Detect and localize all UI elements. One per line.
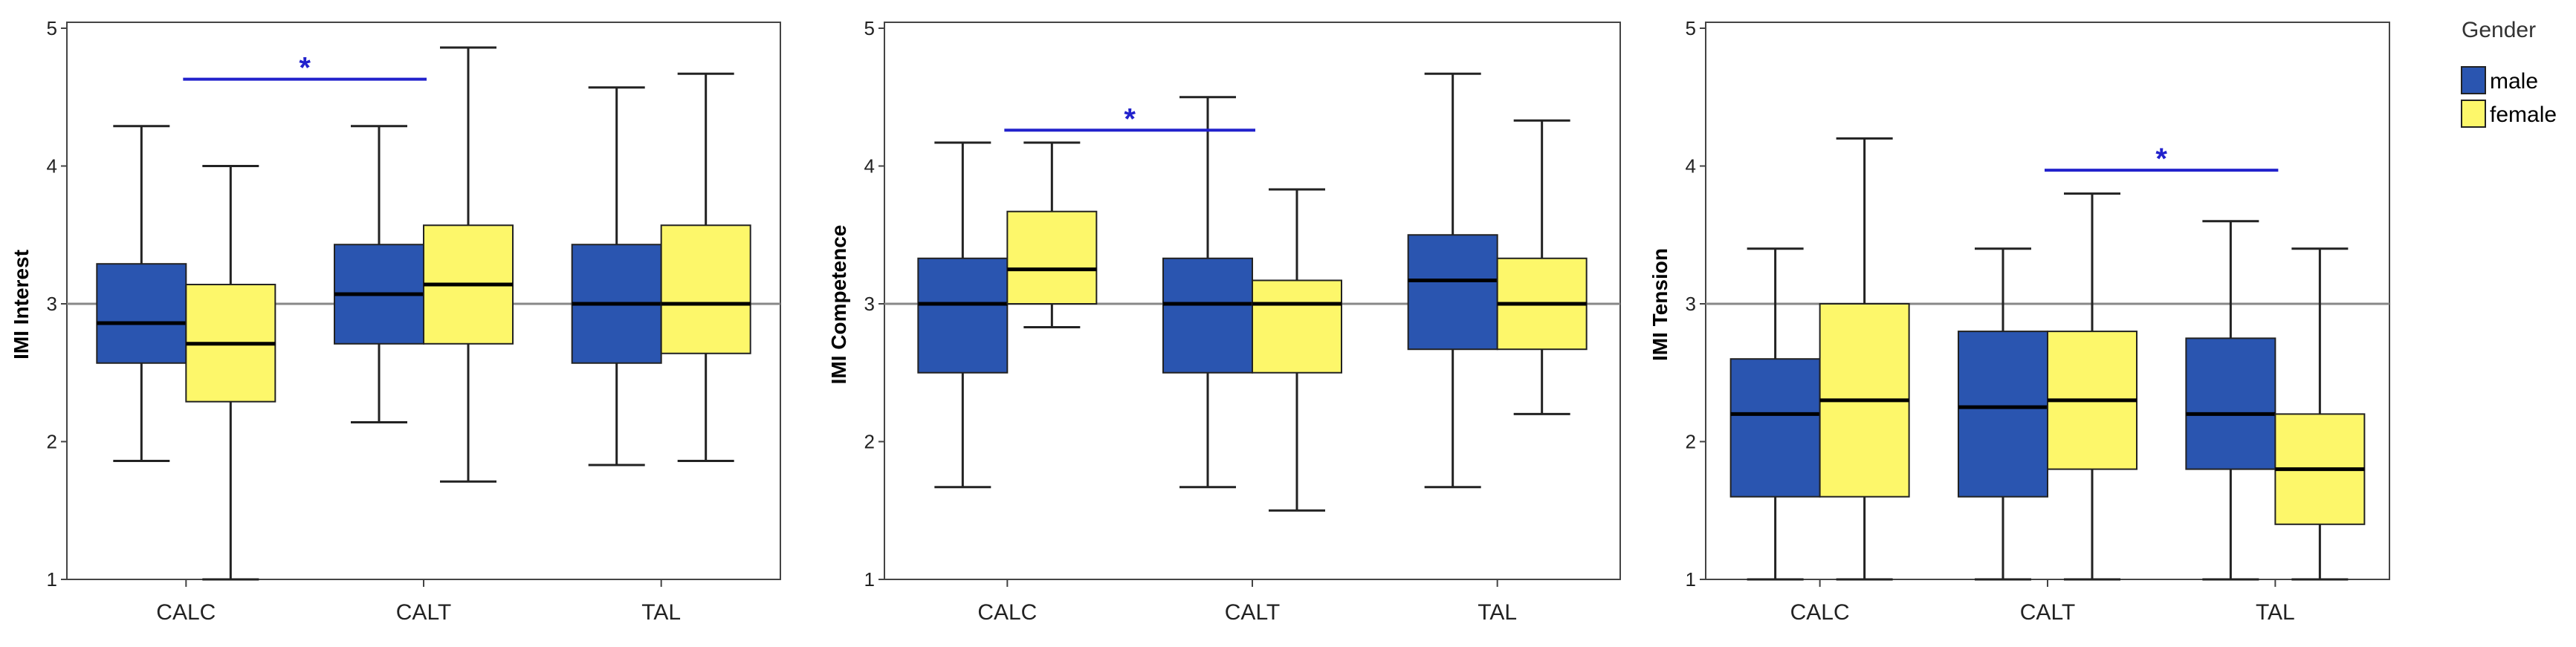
box-calc-male [96,125,187,462]
box-tal-female [660,72,751,462]
iqr-box [1729,358,1821,498]
iqr-box [1162,257,1253,374]
box-calt-male [1958,247,2048,581]
legend-swatch [2461,100,2486,128]
box-calc-male [1729,247,1821,581]
legend-item-male: male [2461,66,2538,94]
y-tick-label: 3 [1686,293,1696,315]
box-calt-female [1252,188,1342,512]
y-tick-label: 2 [47,431,57,453]
y-tick-label: 4 [47,155,57,178]
x-tick-label: CALT [396,600,451,625]
y-tick-label: 3 [864,293,875,315]
y-tick-label: 5 [47,17,57,39]
iqr-box [1407,234,1498,351]
iqr-box [1006,210,1098,305]
iqr-box [917,257,1009,374]
box-calc-female [1819,137,1910,581]
iqr-box [96,263,187,364]
iqr-box [2185,337,2276,470]
box-calt-male [334,125,424,424]
x-tick-label: CALC [156,600,216,625]
chart-panel-2: 1 2 3 4 5 IMI Competence CALC CALT TAL * [827,17,1621,625]
x-tick-label: CALC [1790,600,1850,625]
box-tal-male [1407,72,1498,489]
legend: Gender male female [2461,18,2557,128]
legend-item-female: female [2461,100,2557,128]
y-tick-label: 2 [864,431,875,453]
y-tick-label: 2 [1686,431,1696,453]
y-axis-label: IMI Competence [827,225,850,385]
box-calc-male [917,141,1009,489]
y-tick-label: 1 [1686,568,1696,591]
legend-label: female [2490,103,2557,127]
x-tick-label: CALT [1225,600,1280,625]
significance-marker: * [2155,143,2167,175]
significance-marker: * [299,52,311,85]
y-tick-label: 3 [47,293,57,315]
x-tick-label: TAL [1478,600,1517,625]
box-calc-female [185,165,276,581]
legend-swatch [2461,66,2486,94]
chart-panel-1: 1 2 3 4 5 IMI Interest CALC CALT TAL * [10,17,781,625]
y-tick-label: 1 [47,568,57,591]
chart-panel-3: 1 2 3 4 5 IMI Tension CALC CALT TAL * [1648,17,2390,625]
legend-title: Gender [2462,18,2536,42]
significance-marker: * [1124,103,1136,135]
y-tick-label: 1 [864,568,875,591]
legend-label: male [2490,69,2538,94]
y-tick-label: 5 [864,17,875,39]
box-calt-female [2047,192,2138,581]
y-tick-label: 4 [864,155,875,178]
iqr-box [1958,331,2048,498]
iqr-box [660,224,751,354]
box-tal-male [571,86,662,466]
box-tal-female [2274,247,2366,581]
x-tick-label: TAL [641,600,681,625]
y-axis-label: IMI Interest [10,250,33,360]
box-calt-male [1162,96,1253,489]
iqr-box [1252,279,1342,374]
y-tick-label: 5 [1686,17,1696,39]
box-tal-male [2185,220,2276,581]
x-tick-label: CALT [2020,600,2075,625]
box-tal-female [1496,119,1588,415]
box-calc-female [1006,141,1098,329]
y-tick-label: 4 [1686,155,1696,178]
x-tick-label: TAL [2256,600,2295,625]
y-axis-label: IMI Tension [1648,248,1672,361]
box-calt-female [423,46,514,483]
x-tick-label: CALC [977,600,1037,625]
